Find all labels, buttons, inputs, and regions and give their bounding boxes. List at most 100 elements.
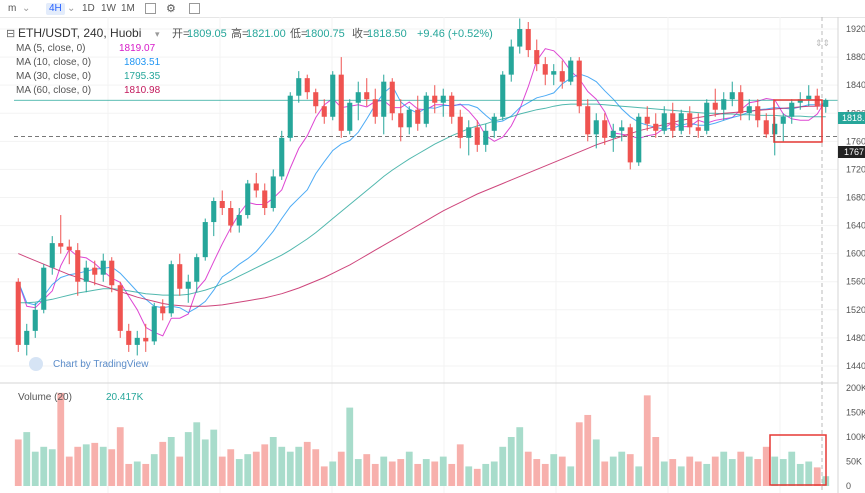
candle-body xyxy=(687,113,693,128)
last-price-badge: 1818. xyxy=(842,113,865,123)
interval-m[interactable]: m xyxy=(8,3,17,14)
volume-bar xyxy=(516,427,524,486)
price-tick-label: 1560 xyxy=(846,277,865,287)
candle-body xyxy=(381,81,387,117)
volume-bar xyxy=(252,451,260,486)
candle-body xyxy=(151,306,157,342)
volume-bar xyxy=(524,451,532,486)
gear-icon[interactable]: ⚙ xyxy=(166,3,176,15)
candle-body xyxy=(500,74,506,117)
candle-body xyxy=(262,190,268,209)
volume-bar xyxy=(346,407,354,486)
volume-bar xyxy=(65,456,73,486)
volume-bar xyxy=(431,461,439,486)
volume-tick-label: 50K xyxy=(846,457,862,467)
volume-bar xyxy=(303,441,311,486)
volume-bar xyxy=(779,459,787,486)
fullscreen-icon[interactable] xyxy=(189,3,200,14)
candle-body xyxy=(66,246,72,251)
volume-bar xyxy=(762,446,770,486)
indicator-icon[interactable] xyxy=(145,3,156,14)
volume-bar xyxy=(754,459,762,486)
price-tick-label: 1640 xyxy=(846,221,865,231)
volume-bar xyxy=(354,459,362,486)
candle-body xyxy=(236,215,242,226)
candle-body xyxy=(644,116,650,124)
interval-4h[interactable]: 4H xyxy=(46,3,65,15)
volume-bar xyxy=(159,441,167,486)
volume-bar xyxy=(193,422,201,486)
chevron-down-icon[interactable]: ⌄ xyxy=(22,3,31,14)
volume-bar xyxy=(618,451,626,486)
price-tick-label: 1480 xyxy=(846,333,865,343)
low-label: 低= xyxy=(290,27,307,40)
price-tick-label: 1600 xyxy=(846,249,865,259)
watermark[interactable]: Chart by TradingView xyxy=(29,357,149,371)
volume-bar xyxy=(439,456,447,486)
crosshair-price-badge-bg xyxy=(838,146,865,158)
candle-body xyxy=(466,127,472,138)
volume-bar xyxy=(652,437,660,486)
candle-body xyxy=(83,267,89,282)
candle-body xyxy=(126,330,132,345)
candle-body xyxy=(160,306,166,314)
volume-bar xyxy=(456,444,464,486)
candle-body xyxy=(134,337,140,345)
candle-body xyxy=(313,92,319,107)
candle-body xyxy=(695,127,701,131)
chevron-down-icon[interactable]: ▾ xyxy=(155,29,160,39)
volume-bar xyxy=(414,463,422,486)
candle-body xyxy=(636,116,642,163)
volume-bar xyxy=(201,439,209,486)
price-chart[interactable]: 1440 1480 1520 1560 1600 1640 1680 1720 1760 1800… xyxy=(0,17,865,493)
candle-body xyxy=(823,100,829,107)
volume-bar xyxy=(329,461,337,486)
candle-body xyxy=(491,116,497,131)
high-label: 高= xyxy=(231,26,248,40)
candle-body xyxy=(593,120,599,135)
candle-body xyxy=(143,337,149,342)
volume-bar xyxy=(74,446,82,486)
price-tick-label: 1680 xyxy=(846,192,865,202)
price-axis: 1440148015201560160016401680172017601800… xyxy=(846,24,865,371)
volume-bar xyxy=(99,446,107,486)
interval-1w[interactable]: 1W xyxy=(101,3,116,14)
volume-bar xyxy=(558,456,566,486)
interval-1m[interactable]: 1M xyxy=(121,3,135,14)
candle-body xyxy=(721,99,727,110)
volume-bar xyxy=(269,437,277,486)
candle-body xyxy=(372,99,378,117)
candle-body xyxy=(678,113,684,131)
chevron-down-icon[interactable]: ⌄ xyxy=(67,3,76,14)
volume-bar xyxy=(796,463,804,486)
volume-bar xyxy=(371,463,379,486)
candle-body xyxy=(304,78,310,93)
volume-bar xyxy=(312,449,320,486)
symbol-title[interactable]: ETH/USDT, 240, Huobi xyxy=(18,26,141,40)
volume-bar xyxy=(176,456,184,486)
ma30-label: MA (30, close, 0) xyxy=(16,71,91,82)
volume-bar xyxy=(728,459,736,486)
volume-bar xyxy=(210,429,218,486)
volume-bar xyxy=(218,456,226,486)
collapse-icon[interactable]: ⊟ xyxy=(6,28,15,40)
candle-body xyxy=(449,95,455,117)
interval-1d[interactable]: 1D xyxy=(82,3,95,14)
open-label: 开= xyxy=(172,28,189,40)
volume-bar xyxy=(669,459,677,486)
candle-body xyxy=(440,95,446,103)
volume-bar xyxy=(482,463,490,486)
candle-body xyxy=(24,330,30,345)
close-label: 收= xyxy=(352,26,369,40)
volume-bar xyxy=(601,461,609,486)
volume-bar xyxy=(40,446,48,486)
candle-body xyxy=(551,71,557,75)
volume-bar xyxy=(592,439,600,486)
volume-bar xyxy=(771,456,779,486)
candle-body xyxy=(75,250,81,282)
volume-bar xyxy=(788,451,796,486)
volume-bar xyxy=(295,446,303,486)
ma5-value: 1819.07 xyxy=(119,43,156,54)
volume-bar xyxy=(227,449,235,486)
scale-icon[interactable]: ⇕⇕ xyxy=(815,38,830,48)
